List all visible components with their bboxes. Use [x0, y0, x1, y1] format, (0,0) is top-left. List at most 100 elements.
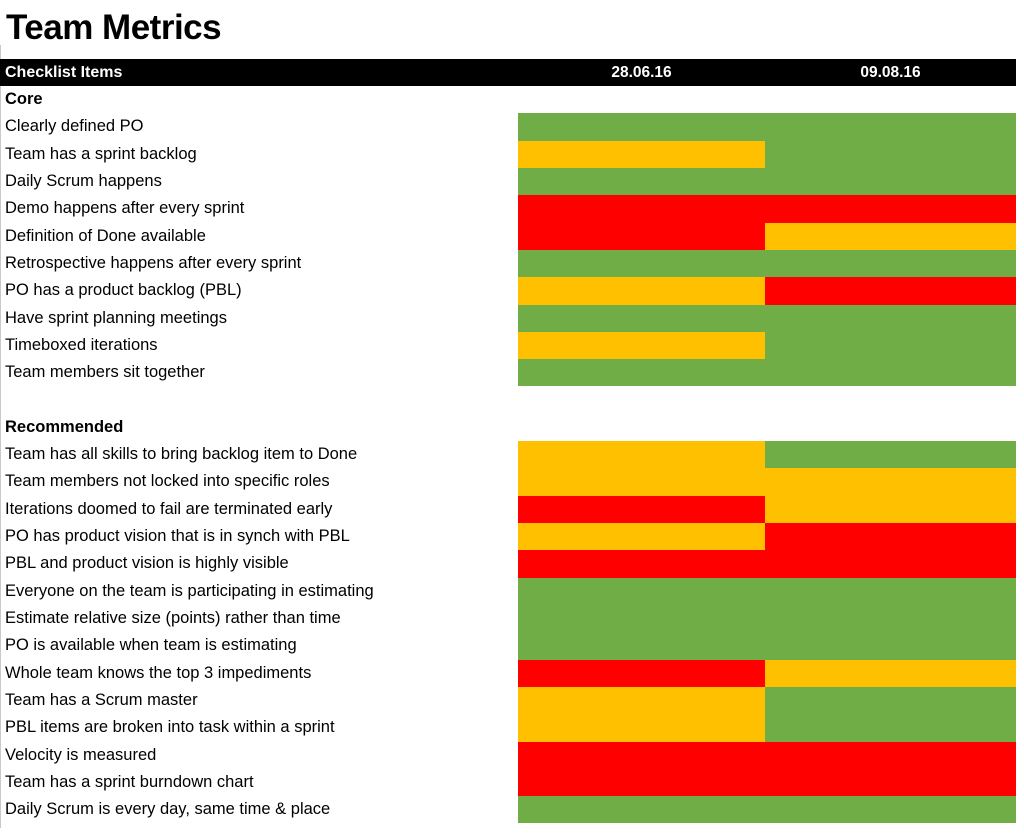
status-cell-col1	[518, 741, 765, 769]
status-cell-col2	[765, 577, 1016, 605]
checklist-row: Definition of Done available	[0, 222, 1016, 250]
status-cell-col2	[765, 468, 1016, 496]
status-cell-col2	[765, 741, 1016, 769]
status-cell-col1	[518, 632, 765, 660]
status-cell-col2	[765, 796, 1016, 824]
status-cell-col1	[518, 331, 765, 360]
checklist-row: Estimate relative size (points) rather t…	[0, 604, 1016, 633]
status-cell-col1	[518, 714, 765, 742]
checklist-row: Team has a sprint burndown chart	[0, 768, 1016, 797]
status-cell-col2	[765, 304, 1016, 332]
table-header-bar: Checklist Items 28.06.16 09.08.16	[0, 59, 1016, 86]
row-label: Iterations doomed to fail are terminated…	[5, 499, 333, 518]
section-recommended: Recommended Team has all skills to bring …	[0, 414, 1016, 824]
checklist-row: Retrospective happens after every sprint	[0, 249, 1016, 278]
checklist-row: Team has a Scrum master	[0, 686, 1016, 715]
row-label: Timeboxed iterations	[5, 335, 158, 354]
status-cell-col2	[765, 359, 1016, 387]
status-cell-col1	[518, 222, 765, 250]
checklist-row: Iterations doomed to fail are terminated…	[0, 495, 1016, 523]
row-label: Daily Scrum happens	[5, 171, 162, 190]
row-label: PBL and product vision is highly visible	[5, 554, 289, 573]
checklist-row: Timeboxed iterations	[0, 331, 1016, 360]
status-cell-col2	[765, 113, 1016, 141]
status-cell-col2	[765, 550, 1016, 578]
status-cell-col2	[765, 604, 1016, 633]
status-cell-col2	[765, 441, 1016, 469]
row-label: Definition of Done available	[5, 226, 206, 245]
checklist-row: Have sprint planning meetings	[0, 304, 1016, 332]
checklist-row: Daily Scrum happens	[0, 167, 1016, 196]
status-cell-col2	[765, 222, 1016, 250]
row-label: PO has a product backlog (PBL)	[5, 281, 242, 300]
checklist-sections: Core Clearly defined PO Team has a sprint …	[0, 86, 1016, 824]
row-label: Team has a sprint burndown chart	[5, 772, 254, 791]
status-cell-col1	[518, 796, 765, 824]
row-label: PO has product vision that is in synch w…	[5, 527, 350, 545]
checklist-row: Demo happens after every sprint	[0, 195, 1016, 223]
status-cell-col2	[765, 632, 1016, 660]
status-cell-col1	[518, 140, 765, 168]
status-cell-col1	[518, 167, 765, 196]
status-cell-col2	[765, 523, 1016, 551]
row-label: Retrospective happens after every sprint	[5, 253, 302, 272]
status-cell-col1	[518, 604, 765, 633]
checklist-row: Team members not locked into specific ro…	[0, 468, 1016, 496]
status-cell-col1	[518, 441, 765, 469]
section-title: Recommended	[5, 417, 124, 436]
status-cell-col2	[765, 331, 1016, 360]
checklist-row: Everyone on the team is participating in…	[0, 577, 1016, 605]
status-cell-col2	[765, 167, 1016, 196]
checklist-row: Daily Scrum is every day, same time & pl…	[0, 796, 1016, 824]
status-cell-col2	[765, 686, 1016, 715]
row-label: PBL items are broken into task within a …	[5, 718, 335, 737]
status-cell-col2	[765, 495, 1016, 523]
row-label: Team members not locked into specific ro…	[5, 472, 330, 491]
row-label: Whole team knows the top 3 impediments	[5, 663, 312, 682]
row-label: Clearly defined PO	[5, 117, 144, 136]
column-header-checklist-items: Checklist Items	[5, 63, 123, 81]
section-title: Core	[5, 90, 43, 108]
status-cell-col1	[518, 468, 765, 496]
status-cell-col2	[765, 140, 1016, 168]
status-cell-col2	[765, 714, 1016, 742]
status-cell-col1	[518, 686, 765, 715]
status-cell-col1	[518, 577, 765, 605]
status-cell-col1	[518, 659, 765, 687]
row-label: PO is available when team is estimating	[5, 636, 297, 655]
row-label: Team members sit together	[5, 363, 205, 382]
status-cell-col1	[518, 277, 765, 305]
status-cell-col2	[765, 277, 1016, 305]
row-label: Team has a Scrum master	[5, 690, 198, 709]
page-title: Team Metrics	[6, 8, 222, 47]
status-cell-col1	[518, 359, 765, 387]
row-label: Have sprint planning meetings	[5, 308, 227, 327]
column-header-date-2: 09.08.16	[860, 63, 921, 81]
status-cell-col1	[518, 195, 765, 223]
row-label: Everyone on the team is participating in…	[5, 581, 374, 600]
checklist-row: Team has a sprint backlog	[0, 140, 1016, 168]
checklist-row: PO has a product backlog (PBL)	[0, 277, 1016, 305]
status-cell-col1	[518, 768, 765, 797]
status-cell-col2	[765, 195, 1016, 223]
row-label: Team has all skills to bring backlog ite…	[5, 445, 358, 464]
status-cell-col1	[518, 550, 765, 578]
status-cell-col1	[518, 113, 765, 141]
team-metrics-table: Checklist Items 28.06.16 09.08.16 Core Cl…	[0, 59, 1016, 824]
checklist-row: PBL and product vision is highly visible	[0, 550, 1016, 578]
checklist-row: Team members sit together	[0, 359, 1016, 387]
status-cell-col1	[518, 523, 765, 551]
checklist-row: PO is available when team is estimating	[0, 632, 1016, 660]
status-cell-col2	[765, 768, 1016, 797]
status-cell-col2	[765, 659, 1016, 687]
left-gridline	[0, 45, 1, 828]
status-cell-col2	[765, 249, 1016, 278]
status-cell-col1	[518, 249, 765, 278]
status-cell-col1	[518, 495, 765, 523]
checklist-row: Clearly defined PO	[0, 113, 1016, 141]
checklist-row: Velocity is measured	[0, 741, 1016, 769]
row-label: Estimate relative size (points) rather t…	[5, 608, 341, 627]
status-cell-col1	[518, 304, 765, 332]
column-header-date-1: 28.06.16	[611, 63, 672, 81]
row-label: Team has a sprint backlog	[5, 144, 197, 163]
